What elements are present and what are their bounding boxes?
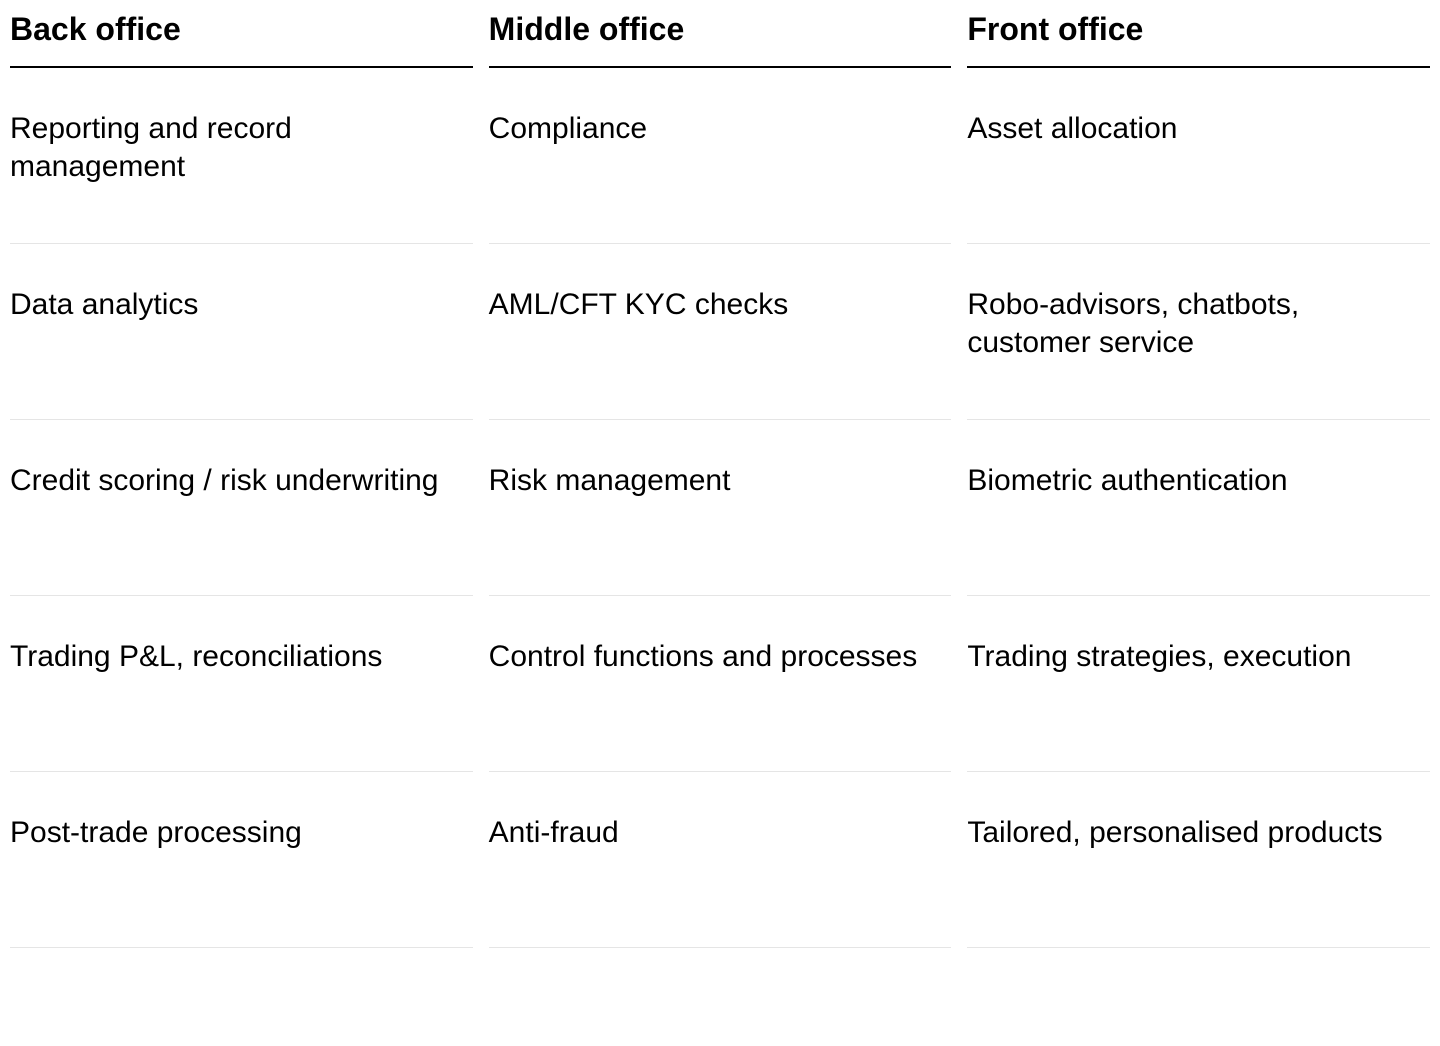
table-cell: Control functions and processes bbox=[489, 596, 952, 772]
table-cell: AML/CFT KYC checks bbox=[489, 244, 952, 420]
column-header: Back office bbox=[10, 10, 473, 68]
table-cell: Post-trade processing bbox=[10, 772, 473, 948]
table-cell: Risk management bbox=[489, 420, 952, 596]
table-cell: Data analytics bbox=[10, 244, 473, 420]
table-cell: Credit scoring / risk underwriting bbox=[10, 420, 473, 596]
column-header: Front office bbox=[967, 10, 1430, 68]
table-cell: Biometric authentication bbox=[967, 420, 1430, 596]
table-cell: Anti-fraud bbox=[489, 772, 952, 948]
table-cell: Trading strategies, execution bbox=[967, 596, 1430, 772]
table-cell: Trading P&L, reconciliations bbox=[10, 596, 473, 772]
table-cell: Reporting and record management bbox=[10, 68, 473, 244]
column-middle-office: Middle office Compliance AML/CFT KYC che… bbox=[489, 10, 952, 948]
table-cell: Compliance bbox=[489, 68, 952, 244]
column-header: Middle office bbox=[489, 10, 952, 68]
table-cell: Robo-advisors, chatbots, customer servic… bbox=[967, 244, 1430, 420]
table-cell: Asset allocation bbox=[967, 68, 1430, 244]
column-back-office: Back office Reporting and record managem… bbox=[10, 10, 473, 948]
column-front-office: Front office Asset allocation Robo-advis… bbox=[967, 10, 1430, 948]
office-functions-table: Back office Reporting and record managem… bbox=[10, 10, 1430, 948]
table-cell: Tailored, personalised products bbox=[967, 772, 1430, 948]
